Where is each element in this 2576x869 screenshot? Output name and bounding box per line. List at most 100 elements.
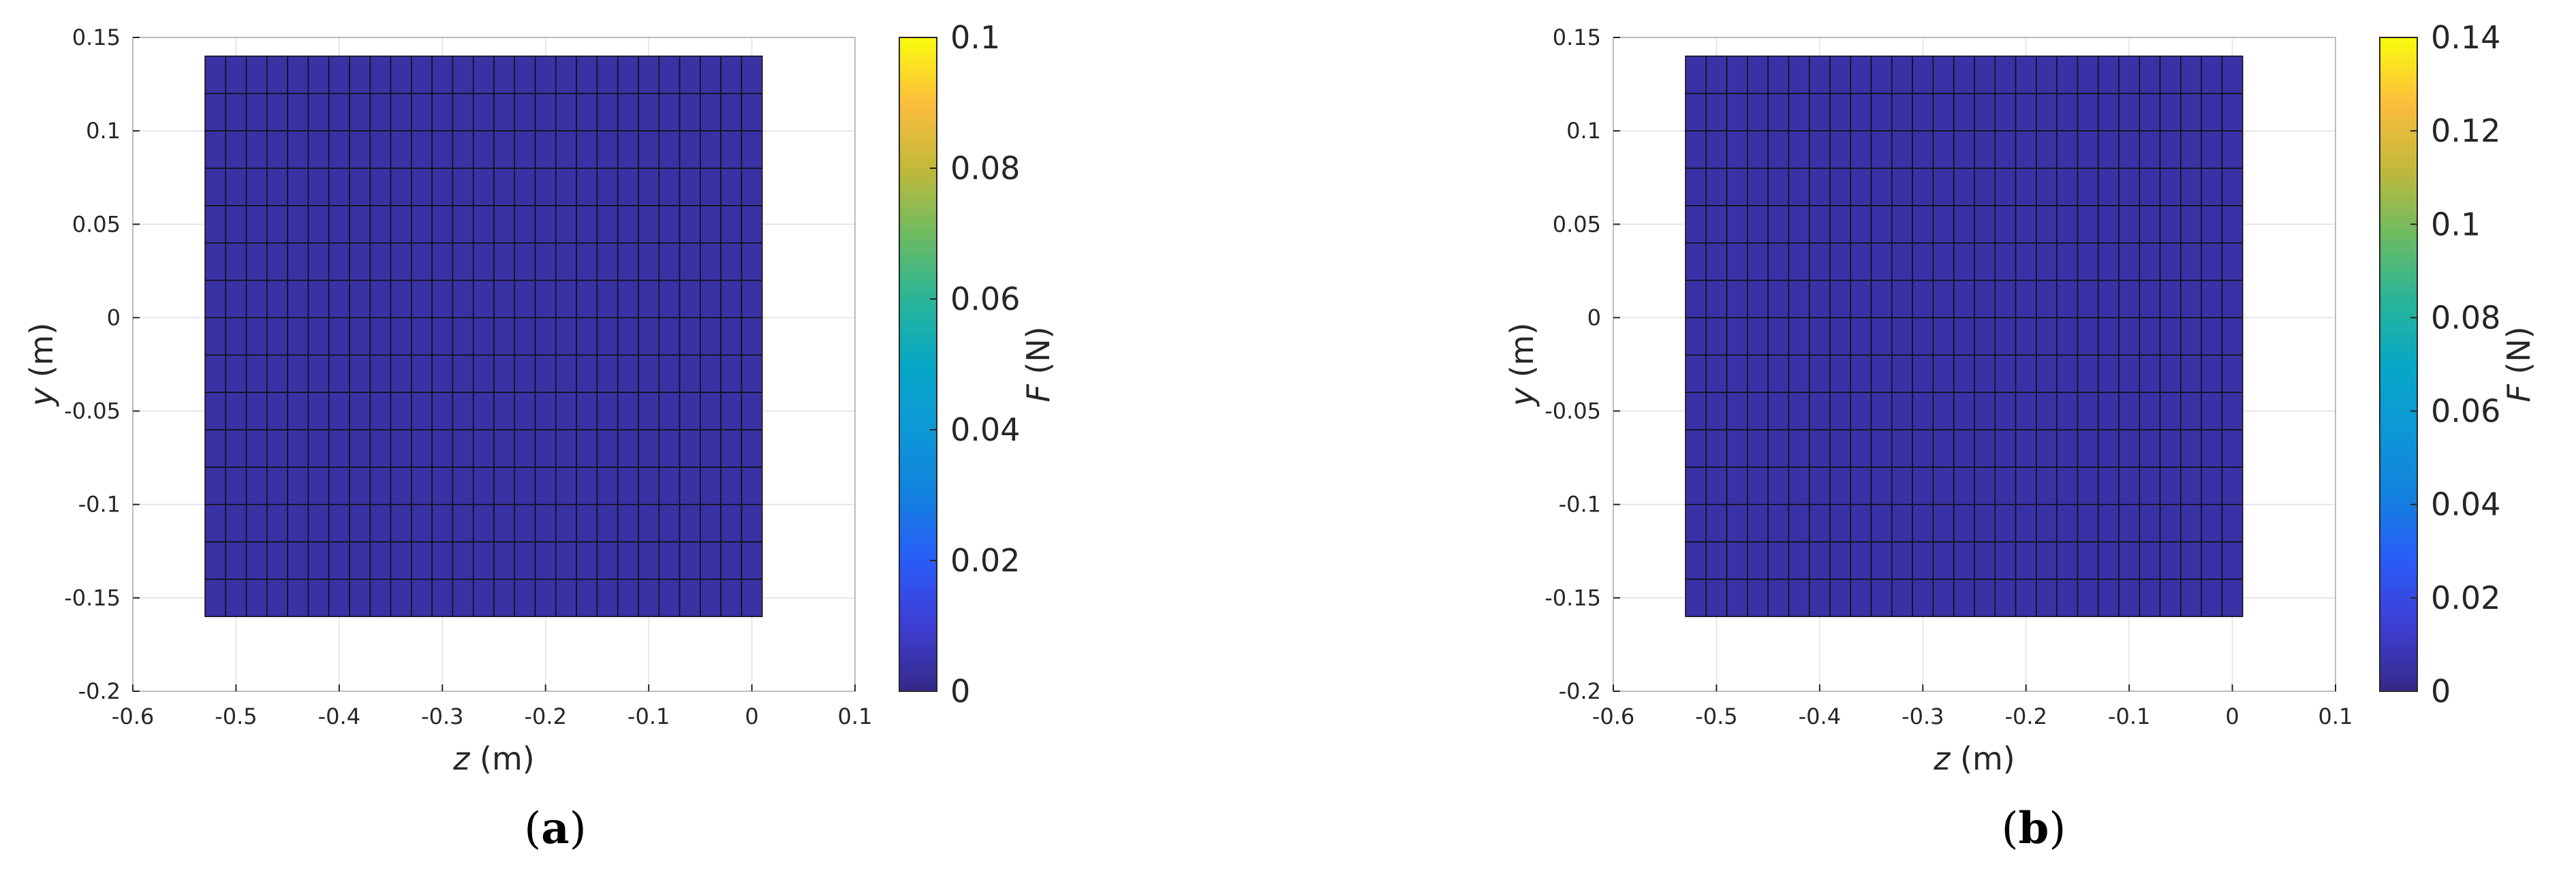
heatmap-cell bbox=[679, 317, 701, 356]
heatmap-cell bbox=[1808, 578, 1831, 618]
colorbar-segment bbox=[899, 588, 937, 594]
heatmap-cell bbox=[2139, 279, 2161, 319]
heatmap-cell bbox=[2180, 205, 2202, 244]
heatmap-cell bbox=[2201, 317, 2223, 356]
colorbar-segment bbox=[2380, 125, 2417, 131]
colorbar-segment bbox=[899, 506, 937, 512]
colorbar-segment bbox=[899, 413, 937, 420]
colorbar-segment bbox=[899, 642, 937, 648]
heatmap-cell bbox=[390, 503, 412, 543]
heatmap-cell bbox=[2097, 242, 2120, 281]
heatmap bbox=[204, 55, 763, 618]
heatmap-cell bbox=[1870, 242, 1893, 281]
heatmap-cell bbox=[390, 354, 412, 393]
heatmap-cell bbox=[2118, 130, 2141, 169]
heatmap-cell bbox=[1994, 467, 2017, 505]
colorbar-segment bbox=[899, 228, 937, 234]
heatmap-cell bbox=[514, 205, 536, 244]
heatmap-cell bbox=[700, 578, 721, 618]
colorbar-segment bbox=[2380, 462, 2417, 469]
heatmap-cell bbox=[225, 242, 247, 281]
heatmap-cell bbox=[700, 541, 721, 580]
colorbar-segment bbox=[2380, 321, 2417, 327]
colorbar-segment bbox=[2380, 37, 2417, 44]
heatmap-cell bbox=[225, 541, 247, 580]
heatmap-cell bbox=[1788, 467, 1810, 505]
heatmap-cell bbox=[390, 578, 412, 618]
colorbar-label: F (N) bbox=[1020, 326, 1057, 402]
heatmap-cell bbox=[1705, 392, 1728, 430]
heatmap-cell bbox=[411, 541, 433, 580]
heatmap-cell bbox=[1953, 55, 1975, 95]
colorbar-segment bbox=[2380, 637, 2417, 643]
heatmap-cell bbox=[287, 242, 309, 281]
heatmap-cell bbox=[2159, 541, 2182, 580]
colorbar-segment bbox=[2380, 54, 2417, 60]
heatmap-cell bbox=[1726, 354, 1748, 393]
heatmap-cell bbox=[452, 317, 474, 356]
colorbar-segment bbox=[899, 675, 937, 681]
heatmap-cell bbox=[1726, 205, 1748, 244]
heatmap-cell bbox=[2180, 130, 2202, 169]
colorbar-segment bbox=[899, 550, 937, 556]
heatmap-cell bbox=[1726, 429, 1748, 468]
heatmap-cell bbox=[1788, 578, 1810, 618]
heatmap-cell bbox=[204, 130, 227, 169]
heatmap-cell bbox=[1726, 317, 1748, 356]
heatmap-cell bbox=[369, 205, 392, 244]
heatmap bbox=[1685, 55, 2244, 618]
heatmap-cell bbox=[266, 354, 288, 393]
y-tick-label: 0 bbox=[107, 304, 121, 330]
heatmap-cell bbox=[2139, 541, 2161, 580]
heatmap-cell bbox=[287, 317, 309, 356]
colorbar-segment bbox=[899, 620, 937, 627]
heatmap-cell bbox=[472, 130, 495, 169]
heatmap-cell bbox=[1974, 541, 1996, 580]
colorbar-tick-label: 0.04 bbox=[2431, 486, 2500, 523]
heatmap-cell bbox=[741, 392, 763, 430]
heatmap-cell bbox=[2036, 205, 2058, 244]
heatmap-cell bbox=[204, 541, 227, 580]
heatmap-cell bbox=[1870, 55, 1893, 95]
heatmap-cell bbox=[1994, 541, 2017, 580]
panel-label: (b) bbox=[2002, 803, 2066, 854]
heatmap-cell bbox=[1788, 93, 1810, 131]
x-tick-label: 0.1 bbox=[838, 704, 873, 729]
heatmap-cell bbox=[2139, 242, 2161, 281]
heatmap-cell bbox=[534, 205, 557, 244]
colorbar-segment bbox=[899, 244, 937, 251]
heatmap-cell bbox=[1788, 503, 1810, 543]
heatmap-cell bbox=[576, 578, 598, 618]
colorbar-segment bbox=[2380, 223, 2417, 229]
colorbar-segment bbox=[899, 375, 937, 381]
heatmap-cell bbox=[534, 55, 557, 95]
heatmap-cell bbox=[514, 578, 536, 618]
heatmap-cell bbox=[245, 429, 268, 468]
heatmap-cell bbox=[576, 93, 598, 131]
heatmap-cell bbox=[225, 130, 247, 169]
colorbar-segment bbox=[899, 48, 937, 54]
heatmap-cell bbox=[2139, 354, 2161, 393]
heatmap-cell bbox=[472, 392, 495, 430]
heatmap-cell bbox=[514, 317, 536, 356]
heatmap-cell bbox=[369, 503, 392, 543]
heatmap-cell bbox=[411, 279, 433, 319]
colorbar-segment bbox=[2380, 277, 2417, 283]
heatmap-cell bbox=[287, 503, 309, 543]
colorbar-segment bbox=[899, 555, 937, 561]
x-tick-label: -0.1 bbox=[627, 704, 670, 729]
heatmap-cell bbox=[1994, 429, 2017, 468]
heatmap-cell bbox=[555, 503, 577, 543]
heatmap-cell bbox=[411, 392, 433, 430]
heatmap-cell bbox=[349, 541, 371, 580]
heatmap-cell bbox=[514, 93, 536, 131]
heatmap-cell bbox=[658, 242, 681, 281]
heatmap-cell bbox=[2015, 242, 2037, 281]
heatmap-cell bbox=[2056, 541, 2079, 580]
colorbar-segment bbox=[2380, 337, 2417, 343]
heatmap-cell bbox=[1705, 354, 1728, 393]
x-tick-label: -0.6 bbox=[1592, 704, 1634, 729]
heatmap-cell bbox=[658, 130, 681, 169]
heatmap-cell bbox=[452, 93, 474, 131]
heatmap-cell bbox=[534, 317, 557, 356]
